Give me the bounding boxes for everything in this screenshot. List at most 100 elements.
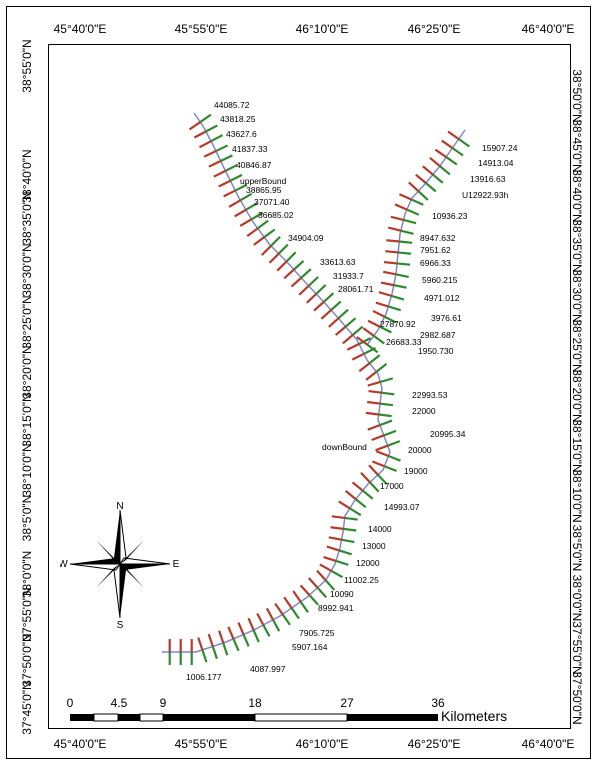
cross-section-line <box>224 164 238 172</box>
station-label: 3976.61 <box>431 313 462 323</box>
longitude-tick-top: 46°10'0"E <box>295 22 349 36</box>
cross-section-line <box>263 228 276 239</box>
cross-section-line <box>360 472 371 484</box>
cross-section-line <box>373 334 385 345</box>
cross-section-line <box>307 276 319 287</box>
cross-section-line <box>351 352 365 361</box>
river-centerline <box>162 112 391 653</box>
cross-section-line <box>367 400 381 405</box>
cross-section-line <box>367 380 381 387</box>
cross-section-line <box>237 622 245 635</box>
cross-section-line <box>356 336 368 346</box>
cross-section-line <box>330 569 344 579</box>
cross-section-line <box>270 235 281 247</box>
station-label: 7951.62 <box>420 245 451 255</box>
cross-section-line <box>274 602 284 615</box>
station-label: 17000 <box>380 481 404 491</box>
station-label: 5960.215 <box>422 275 458 285</box>
cross-section-line <box>188 121 201 131</box>
cross-section-line <box>344 317 357 328</box>
cross-section-line <box>257 219 269 230</box>
cross-section-line <box>283 596 293 609</box>
station-label: upperBound <box>240 176 287 186</box>
cross-section-line <box>445 156 458 166</box>
station-label: 13916.63 <box>470 174 506 184</box>
cross-section-line <box>316 586 328 599</box>
cross-section-line <box>425 182 437 193</box>
longitude-tick-top: 46°40'0"E <box>521 22 575 36</box>
cross-section-line <box>197 637 204 651</box>
cross-section-line <box>344 516 358 521</box>
cross-section-line <box>293 260 305 271</box>
cross-section-line <box>382 270 397 276</box>
station-label: 38865.95 <box>246 185 282 195</box>
cross-section-line <box>210 134 224 143</box>
station-label: 43818.25 <box>220 114 256 124</box>
cross-section-line <box>380 281 394 287</box>
cross-section-line <box>342 334 354 345</box>
cross-section-line <box>290 607 300 620</box>
cross-section-line <box>408 181 420 192</box>
cross-section-line <box>344 490 357 500</box>
cross-section-line <box>396 262 411 266</box>
cross-section-line <box>208 159 222 168</box>
cross-section-line <box>398 251 412 255</box>
cross-section-line <box>227 626 235 640</box>
cross-section-line <box>346 342 360 351</box>
cross-section-line <box>384 465 397 472</box>
cross-section-line <box>213 169 226 178</box>
station-label: 7905.725 <box>299 628 335 638</box>
cross-section-line <box>198 140 212 149</box>
cross-section-line <box>299 601 309 614</box>
cross-section-line <box>383 429 397 437</box>
cross-section-line <box>319 563 332 572</box>
cross-section-line <box>285 251 297 263</box>
cross-section-line <box>422 165 434 176</box>
cross-section-line <box>335 559 349 566</box>
scale-label: 36 <box>431 696 445 710</box>
cross-section-line <box>338 549 352 556</box>
cross-section-line <box>367 424 381 431</box>
cross-section-line <box>328 536 342 541</box>
cross-section-line <box>324 579 336 591</box>
cross-section-line <box>390 215 404 222</box>
cross-section-line <box>308 594 319 606</box>
station-label: 40846.87 <box>236 160 272 170</box>
cross-section-line <box>232 638 240 652</box>
cross-section-line <box>406 208 420 216</box>
cross-section-line <box>355 498 367 509</box>
cross-section-line <box>250 211 264 221</box>
cross-section-line <box>252 629 260 643</box>
north-arrow-icon: N S W E <box>60 501 180 630</box>
station-label: 13000 <box>362 541 386 551</box>
cross-section-line <box>366 343 379 354</box>
cross-section-line <box>458 138 470 148</box>
station-labels: 44085.72 43818.25 43627.6 41837.33 40846.87 u… <box>186 100 518 682</box>
cross-section-line <box>193 130 207 139</box>
east-label: E <box>173 559 180 570</box>
station-label: 4971.012 <box>424 293 460 303</box>
cross-section-line <box>341 538 355 544</box>
station-label: 12000 <box>356 558 380 568</box>
map-frame <box>6 6 591 759</box>
cross-section-line <box>229 173 243 182</box>
scale-label: 0 <box>66 696 74 710</box>
cross-section-line <box>211 646 218 660</box>
cross-section-line <box>246 227 259 237</box>
cross-section-line <box>323 556 337 562</box>
scale-bar <box>70 713 438 722</box>
cross-section-line <box>368 354 381 365</box>
cross-section-line <box>395 273 409 278</box>
cross-section-line <box>290 276 302 288</box>
station-label: 15907.24 <box>482 143 518 153</box>
cross-section-line <box>385 250 399 254</box>
cross-section-line <box>207 633 214 647</box>
station-label: 6966.33 <box>420 258 451 268</box>
cross-section-line <box>371 434 385 442</box>
cross-section-line <box>343 527 357 532</box>
cross-section-line <box>369 481 380 493</box>
north-label: N <box>116 501 123 512</box>
cross-section-line <box>434 148 447 158</box>
cross-section-line <box>292 590 302 603</box>
